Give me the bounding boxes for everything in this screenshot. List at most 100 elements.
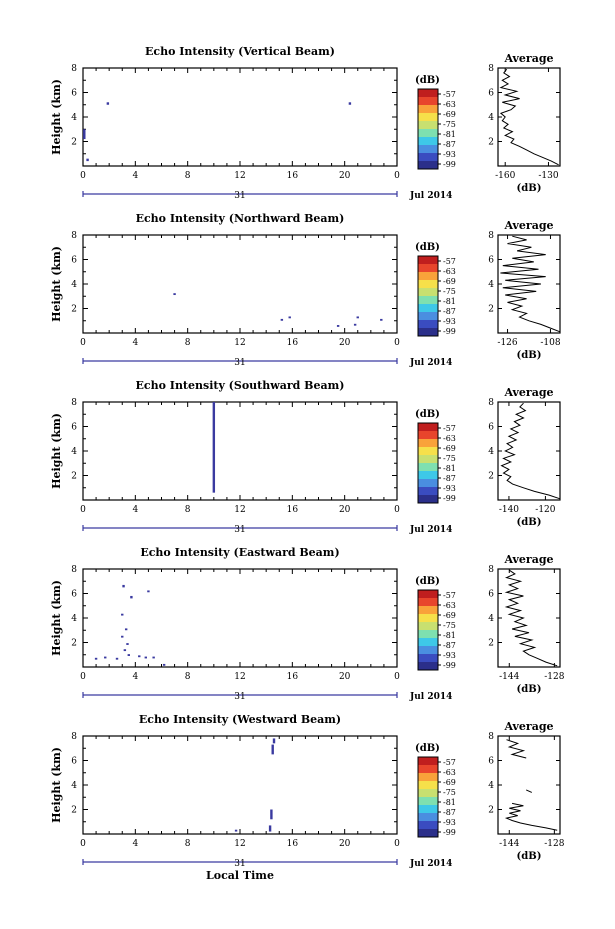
y-tick-label: 4	[71, 614, 77, 624]
colorbar-tick-label: -93	[443, 317, 456, 326]
colorbar-segment	[418, 606, 438, 615]
colorbar-tick-label: -93	[443, 818, 456, 827]
colorbar-segment	[418, 320, 438, 329]
panel-title: Echo Intensity (Southward Beam)	[136, 379, 345, 392]
date-day-label: 31	[234, 525, 245, 535]
echo-mark	[353, 323, 357, 326]
average-y-tick-label: 8	[488, 64, 494, 74]
echo-mark	[86, 158, 89, 162]
average-y-tick-label: 8	[488, 398, 494, 408]
y-tick-label: 4	[71, 113, 77, 123]
plot-frame	[82, 67, 398, 167]
echo-mark	[152, 656, 155, 659]
echo-mark	[124, 628, 128, 631]
colorbar-segment	[418, 431, 438, 440]
echo-mark	[268, 825, 272, 832]
x-tick-label: 20	[339, 338, 351, 348]
x-tick-label: 16	[287, 171, 299, 181]
echo-mark	[380, 318, 383, 321]
colorbar-segment	[418, 264, 438, 273]
average-x-tick-label: -140	[499, 505, 519, 515]
average-y-tick-label: 2	[488, 305, 494, 315]
echo-mark	[162, 663, 166, 666]
average-title: Average	[503, 52, 553, 65]
average-y-tick-label: 4	[488, 280, 494, 290]
colorbar-tick-label: -99	[443, 494, 456, 503]
y-tick-label: 2	[71, 472, 77, 482]
panel-title: Echo Intensity (Eastward Beam)	[140, 546, 339, 559]
colorbar-unit: (dB)	[415, 576, 440, 587]
date-day-label: 31	[234, 358, 245, 368]
colorbar-segment	[418, 256, 438, 265]
x-tick-label: 0	[394, 672, 400, 682]
echo-mark	[356, 316, 359, 319]
average-y-tick-label: 8	[488, 231, 494, 241]
x-tick-label: 12	[234, 672, 245, 682]
echo-mark	[280, 318, 284, 321]
y-tick-label: 6	[71, 89, 77, 99]
panel-4: Echo Intensity (Eastward Beam) 0 4 8 12 16 20 0…	[50, 546, 565, 702]
colorbar-segment	[418, 121, 438, 130]
average-x-label: (dB)	[517, 684, 542, 695]
colorbar-segment	[418, 272, 438, 281]
average-profile-line	[500, 235, 561, 333]
echo-mark	[147, 590, 150, 593]
average-title: Average	[503, 553, 553, 566]
y-tick-label: 4	[71, 280, 77, 290]
average-x-tick-label: -128	[544, 672, 564, 682]
average-x-tick-label: -160	[495, 171, 515, 181]
colorbar-segment	[418, 129, 438, 138]
colorbar-segment	[418, 439, 438, 448]
colorbar-segment	[418, 495, 438, 504]
colorbar-segment	[418, 773, 438, 782]
x-tick-label: 12	[234, 839, 245, 849]
average-profile-line	[506, 739, 527, 759]
x-tick-label: 0	[394, 839, 400, 849]
average-y-tick-label: 2	[488, 806, 494, 816]
colorbar-segment	[418, 813, 438, 822]
colorbar-tick-label: -87	[443, 474, 456, 483]
colorbar-segment	[418, 781, 438, 790]
average-y-tick-label: 6	[488, 757, 494, 767]
colorbar-segment	[418, 423, 438, 432]
y-axis-label: Height (km)	[50, 413, 63, 489]
colorbar-segment	[418, 161, 438, 170]
colorbar-frame	[417, 756, 439, 838]
y-tick-label: 8	[71, 565, 77, 575]
average-x-label: (dB)	[517, 350, 542, 361]
colorbar-segment	[418, 765, 438, 774]
x-tick-label: 16	[287, 338, 299, 348]
colorbar-segment	[418, 638, 438, 647]
average-y-tick-label: 4	[488, 614, 494, 624]
echo-mark	[83, 129, 86, 140]
y-tick-label: 2	[71, 806, 77, 816]
echo-mark	[234, 829, 238, 832]
average-title: Average	[503, 386, 553, 399]
x-tick-label: 0	[394, 505, 400, 515]
average-x-label: (dB)	[517, 517, 542, 528]
colorbar-tick-label: -93	[443, 484, 456, 493]
average-frame	[497, 401, 561, 501]
x-tick-label: 4	[132, 672, 138, 682]
colorbar-segment	[418, 288, 438, 297]
echo-mark	[144, 656, 147, 659]
colorbar-segment	[418, 590, 438, 599]
colorbar-unit: (dB)	[415, 242, 440, 253]
colorbar-segment	[418, 105, 438, 114]
colorbar-segment	[418, 304, 438, 313]
echo-mark	[271, 744, 274, 755]
panel-title: Echo Intensity (Northward Beam)	[136, 212, 345, 225]
colorbar-segment	[418, 328, 438, 337]
average-x-tick-label: -130	[538, 171, 558, 181]
y-tick-label: 8	[71, 732, 77, 742]
x-tick-label: 0	[394, 171, 400, 181]
y-tick-label: 2	[71, 138, 77, 148]
average-y-tick-label: 6	[488, 89, 494, 99]
colorbar-segment	[418, 797, 438, 806]
y-tick-label: 2	[71, 305, 77, 315]
y-axis-label: Height (km)	[50, 246, 63, 322]
colorbar-segment	[418, 662, 438, 671]
date-month-label: Jul 2014	[409, 692, 452, 702]
average-profile-line	[504, 569, 558, 667]
colorbar-segment	[418, 145, 438, 154]
